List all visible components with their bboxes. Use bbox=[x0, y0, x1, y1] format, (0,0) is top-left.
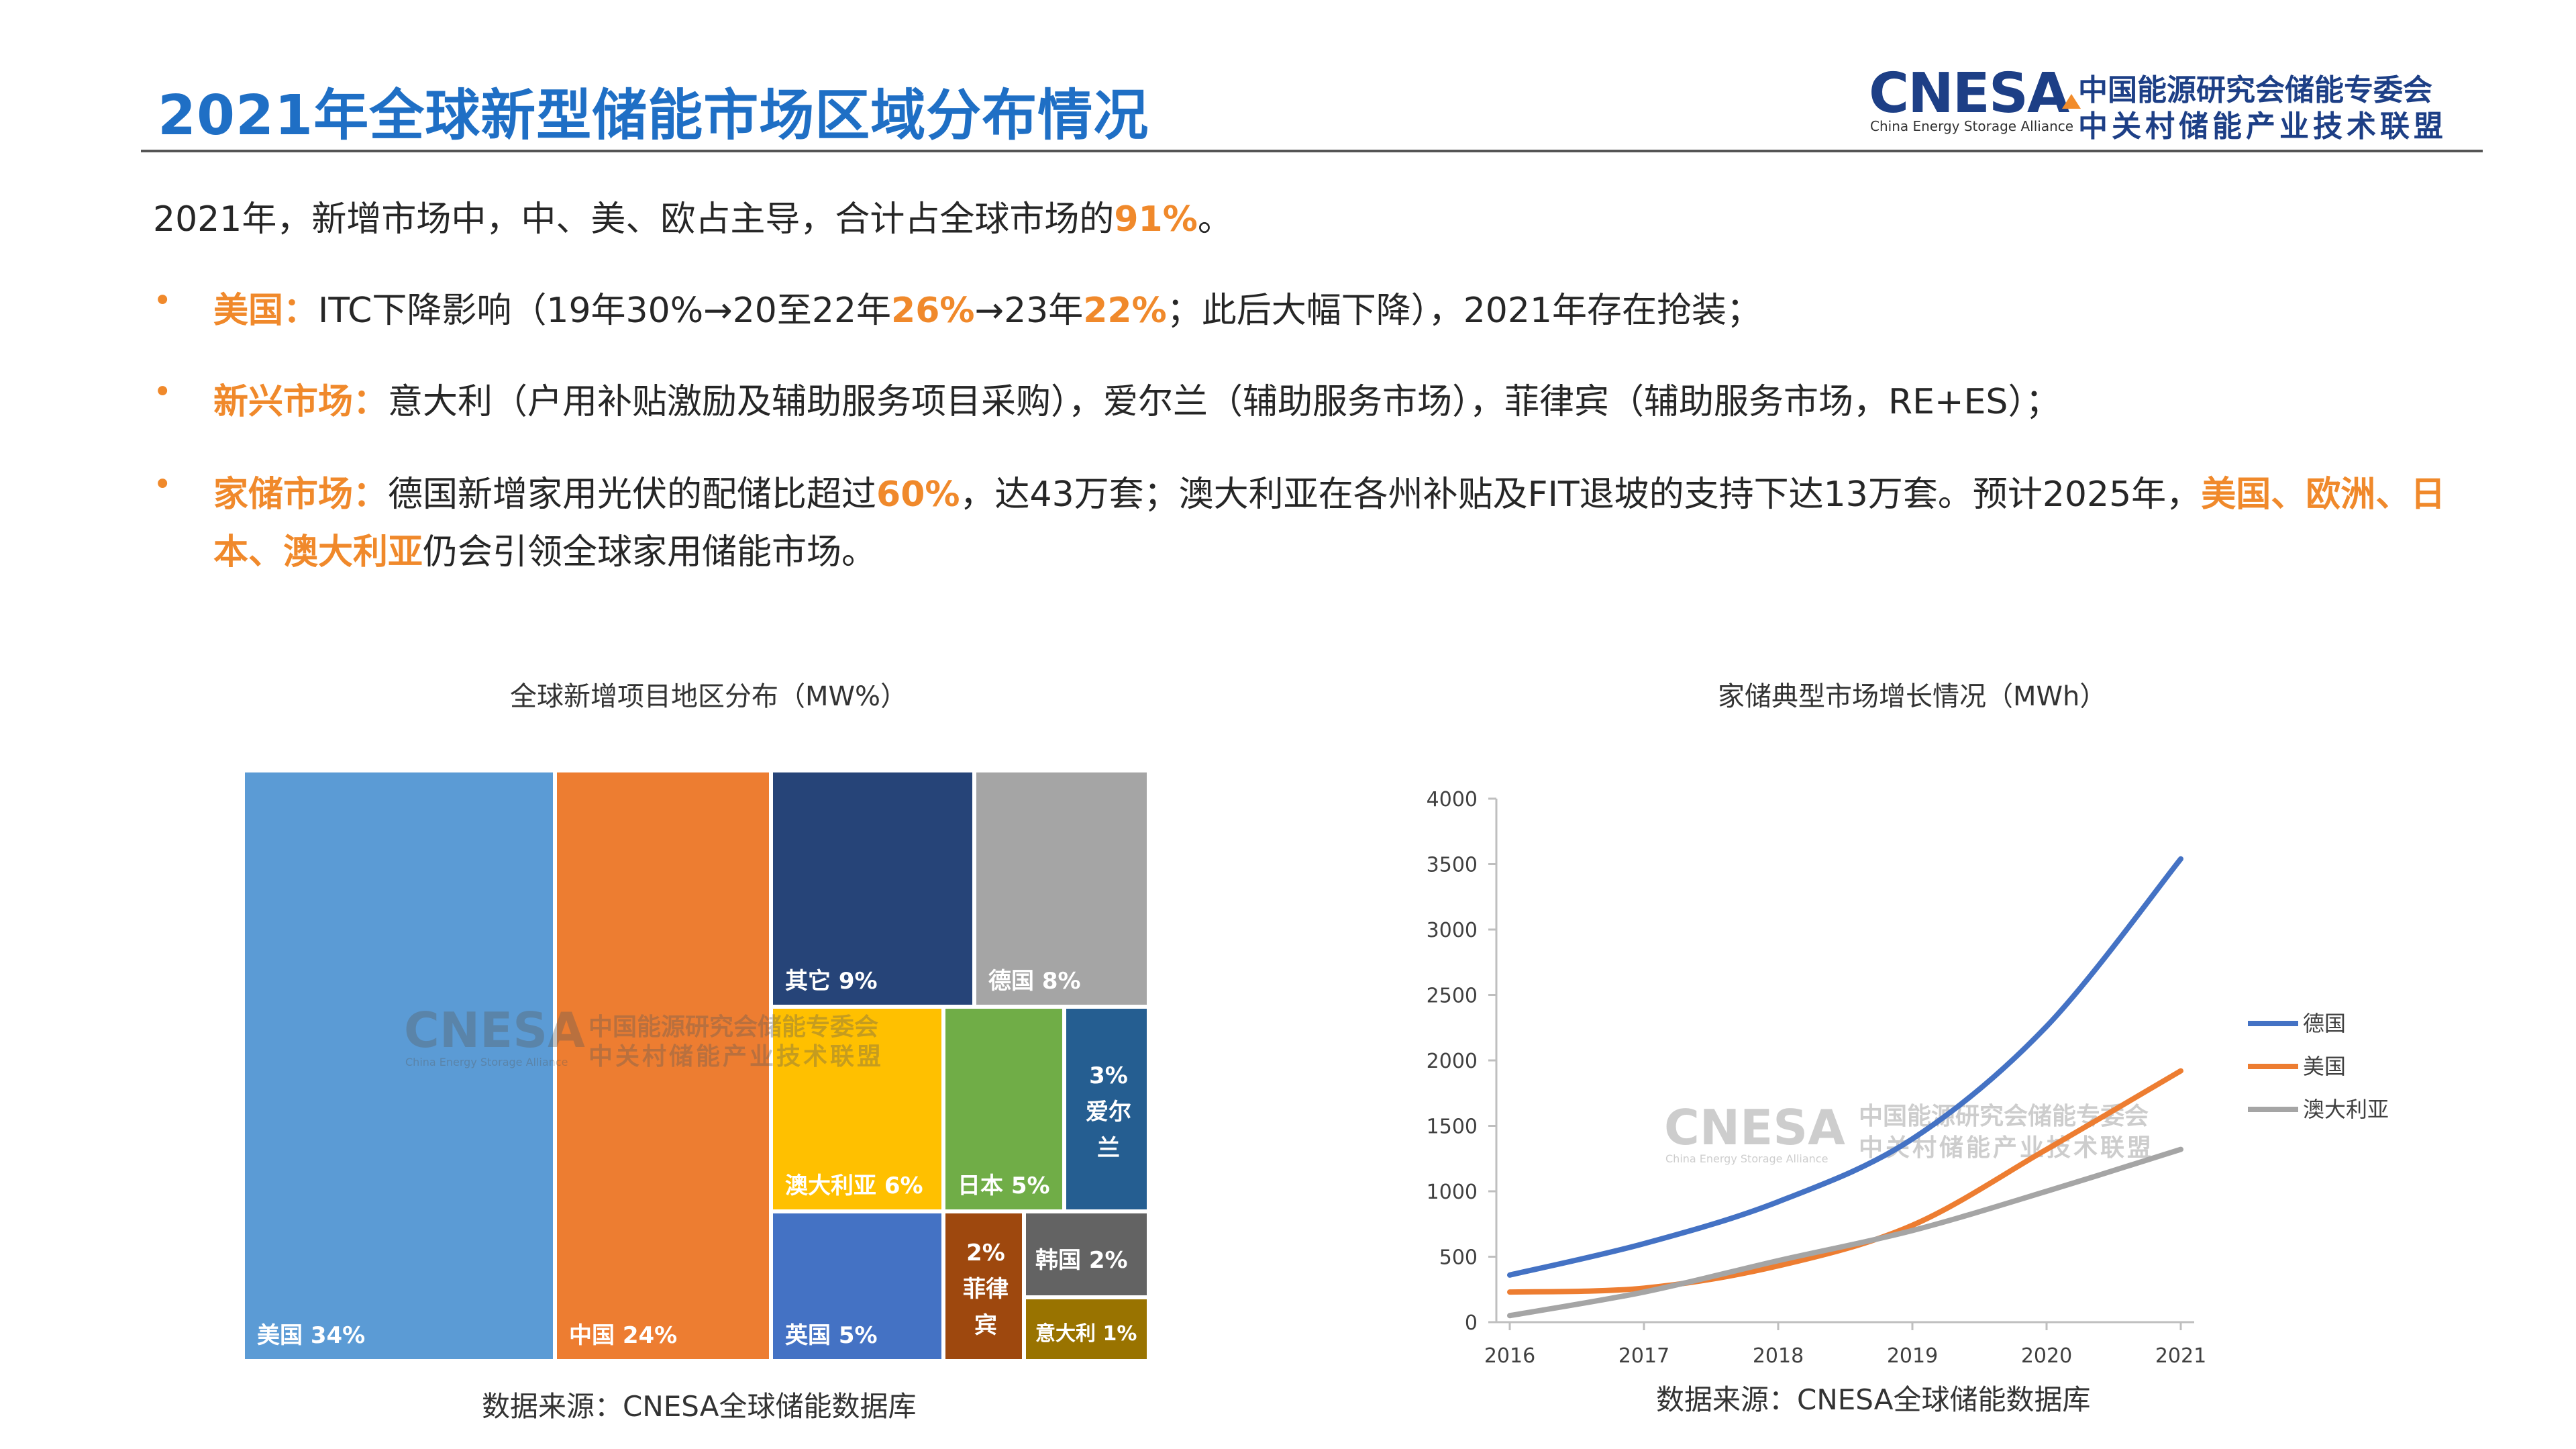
treemap-tile-1: 中国 24% bbox=[555, 770, 771, 1361]
bullet-text: 意大利（户用补贴激励及辅助服务项目采购），爱尔兰（辅助服务市场），菲律宾（辅助服… bbox=[388, 382, 2061, 422]
treemap-tile-label: 日本 5% bbox=[958, 1172, 1050, 1199]
treemap-tile-3: 德国 8% bbox=[974, 770, 1149, 1007]
treemap-tile-5: 日本 5% bbox=[943, 1007, 1064, 1211]
logo-wordmark: CNESA bbox=[1869, 62, 2069, 126]
y-tick-label: 4000 bbox=[1427, 788, 1478, 811]
treemap-tile-0: 美国 34% bbox=[243, 770, 555, 1361]
x-tick-label: 2019 bbox=[1887, 1344, 1938, 1368]
treemap-tile-label: 美国 34% bbox=[257, 1322, 366, 1349]
logo-cn-line1: 中国能源研究会储能专委会 bbox=[2078, 73, 2432, 107]
logo-cn-line2: 中关村储能产业技术联盟 bbox=[2078, 109, 2447, 144]
bullet-text: 德国新增家用光伏的配储比超过 bbox=[388, 474, 877, 515]
treemap-tile-value: 3% bbox=[1089, 1062, 1128, 1089]
y-tick-label: 0 bbox=[1465, 1311, 1478, 1335]
treemap-tile-4: 澳大利亚 6% bbox=[771, 1007, 943, 1211]
treemap-tile-label: 德国 8% bbox=[988, 968, 1081, 995]
x-tick-label: 2020 bbox=[2021, 1344, 2072, 1368]
treemap-chart: 美国 34% 中国 24% 其它 9% 德国 8% 澳大利亚 6% 日本 5% 3% 爱尔兰英… bbox=[243, 770, 1149, 1361]
linechart-source: 数据来源：CNESA全球储能数据库 bbox=[1656, 1383, 2091, 1416]
bullet-emerging: 新兴市场：意大利（户用补贴激励及辅助服务项目采购），爱尔兰（辅助服务市场），菲律… bbox=[213, 373, 2448, 431]
treemap-tile-value: 2% bbox=[966, 1239, 1005, 1266]
bullet-dot-icon: • bbox=[153, 466, 172, 503]
summary-lead: 2021年，新增市场中，中、美、欧占主导，合计占全球市场的 bbox=[153, 199, 1115, 240]
treemap-tile-7: 英国 5% bbox=[771, 1211, 943, 1361]
bullet-usa: 美国：ITC下降影响（19年30%→20至22年26%→23年22%；此后大幅下… bbox=[213, 282, 2448, 340]
summary-highlight: 91% bbox=[1114, 199, 1198, 240]
series-line-0 bbox=[1507, 856, 2183, 1278]
treemap-tile-name: 菲律宾 bbox=[963, 1275, 1009, 1339]
treemap-tile-6: 3% 爱尔兰 bbox=[1064, 1007, 1149, 1211]
treemap-tile-10: 意大利 1% bbox=[1024, 1297, 1149, 1361]
linechart-watermark-line2: 中关村储能产业技术联盟 bbox=[1859, 1134, 2154, 1162]
treemap-tile-2: 其它 9% bbox=[771, 770, 974, 1007]
logo-triangle-icon bbox=[2062, 94, 2081, 109]
treemap-tile-label: 英国 5% bbox=[785, 1322, 878, 1349]
line-chart-svg: 0 500 1000 1500 2000 2500 3000 3500 4000 2016 2017… bbox=[1427, 788, 2389, 1368]
treemap-tile-label: 3% 爱尔兰 bbox=[1066, 1058, 1147, 1166]
y-tick-label: 3500 bbox=[1427, 854, 1478, 877]
x-tick-label: 2021 bbox=[2155, 1344, 2206, 1368]
treemap-title: 全球新增项目地区分布（MW%） bbox=[510, 681, 908, 712]
linechart-watermark-name: CNESA bbox=[1664, 1099, 1845, 1156]
bullet-label: 家储市场： bbox=[213, 474, 389, 515]
y-tick-label: 500 bbox=[1439, 1246, 1478, 1270]
treemap-tile-label: 韩国 2% bbox=[1035, 1247, 1128, 1274]
treemap-tile-label: 2% 菲律宾 bbox=[945, 1235, 1022, 1344]
bullet-text: 仍会引领全球家用储能市场。 bbox=[423, 532, 877, 572]
legend-label-1: 美国 bbox=[2303, 1054, 2346, 1079]
y-tick-label: 2000 bbox=[1427, 1050, 1478, 1073]
bullet-text: →23年 bbox=[974, 291, 1084, 331]
treemap-tile-label: 意大利 1% bbox=[1035, 1321, 1137, 1346]
line-chart: 0 500 1000 1500 2000 2500 3000 3500 4000 2016 2017… bbox=[1396, 765, 2456, 1369]
bullet-label: 美国： bbox=[213, 291, 319, 331]
bullet-label: 新兴市场： bbox=[213, 382, 389, 422]
treemap-tile-label: 中国 24% bbox=[569, 1322, 678, 1349]
bullet-text: ，达43万套；澳大利亚在各州补贴及FIT退坡的支持下达13万套。预计2025年， bbox=[960, 474, 2202, 515]
legend-label-2: 澳大利亚 bbox=[2303, 1097, 2389, 1122]
x-tick-label: 2018 bbox=[1753, 1344, 1804, 1368]
bullet-highlight: 60% bbox=[876, 474, 960, 515]
y-tick-label: 3000 bbox=[1427, 919, 1478, 942]
treemap-tile-label: 其它 9% bbox=[785, 968, 878, 995]
bullet-text: ；此后大幅下降），2021年存在抢装； bbox=[1166, 291, 1762, 331]
y-tick-label: 1000 bbox=[1427, 1181, 1478, 1204]
bullet-text: ITC下降影响（19年30%→20至22年 bbox=[318, 291, 892, 331]
treemap-tile-name: 爱尔兰 bbox=[1086, 1098, 1131, 1162]
bullet-dot-icon: • bbox=[153, 373, 172, 411]
treemap-source: 数据来源：CNESA全球储能数据库 bbox=[482, 1390, 917, 1423]
logo-subtitle-en: China Energy Storage Alliance bbox=[1870, 118, 2074, 134]
summary-end: 。 bbox=[1197, 199, 1233, 240]
bullet-highlight: 22% bbox=[1083, 291, 1167, 331]
bullet-home-storage: 家储市场：德国新增家用光伏的配储比超过60%，达43万套；澳大利亚在各州补贴及F… bbox=[213, 466, 2448, 581]
summary-line: 2021年，新增市场中，中、美、欧占主导，合计占全球市场的91%。 bbox=[153, 191, 1233, 248]
x-tick-label: 2016 bbox=[1484, 1344, 1535, 1368]
legend-label-0: 德国 bbox=[2303, 1011, 2346, 1036]
y-tick-label: 1500 bbox=[1427, 1115, 1478, 1139]
bullet-highlight: 26% bbox=[891, 291, 975, 331]
linechart-title: 家储典型市场增长情况（MWh） bbox=[1718, 681, 2107, 712]
bullet-highlight: 美国、欧洲、日本、澳大利亚 bbox=[213, 474, 2446, 572]
y-tick-label: 2500 bbox=[1427, 985, 1478, 1008]
page-title: 2021年全球新型储能市场区域分布情况 bbox=[158, 84, 1149, 148]
bullet-dot-icon: • bbox=[153, 282, 172, 319]
treemap-tile-label: 澳大利亚 6% bbox=[785, 1172, 923, 1199]
series-line-2 bbox=[1507, 1146, 2183, 1319]
cnesa-logo: CNESA China Energy Storage Alliance 中国能源… bbox=[1869, 62, 2473, 144]
x-tick-label: 2017 bbox=[1618, 1344, 1669, 1368]
treemap-tile-9: 韩国 2% bbox=[1024, 1211, 1149, 1297]
linechart-watermark-en: China Energy Storage Alliance bbox=[1665, 1152, 1828, 1165]
header-divider bbox=[141, 150, 2483, 152]
treemap-tile-8: 2% 菲律宾 bbox=[943, 1211, 1024, 1361]
